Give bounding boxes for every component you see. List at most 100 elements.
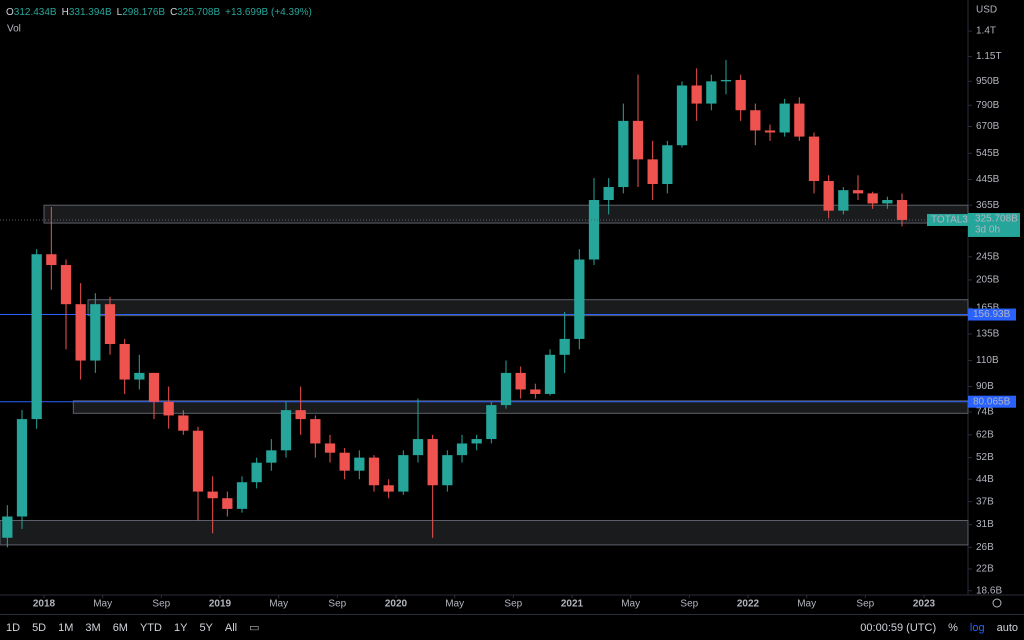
y-tick-label: 62B bbox=[976, 429, 994, 440]
support-zone bbox=[72, 400, 969, 414]
range-button[interactable]: YTD bbox=[139, 621, 162, 634]
candle-body bbox=[471, 439, 482, 444]
candle-body bbox=[676, 85, 688, 146]
range-button[interactable]: 5Y bbox=[199, 621, 213, 634]
candle-body bbox=[354, 457, 365, 471]
y-tick-label: 1.4T bbox=[976, 26, 996, 37]
settings-icon[interactable] bbox=[992, 598, 1002, 608]
candle-body bbox=[251, 462, 262, 483]
percent-button[interactable]: % bbox=[948, 621, 958, 634]
support-zone bbox=[87, 299, 969, 317]
candle-body bbox=[588, 199, 600, 260]
candle-body bbox=[339, 452, 350, 471]
y-tick-label: 950B bbox=[976, 76, 1000, 87]
candle-body bbox=[119, 344, 130, 380]
change: +13.699B (+4.39%) bbox=[225, 7, 312, 18]
y-tick-label: 1.15T bbox=[976, 51, 1002, 62]
price-line-label: 156.93B bbox=[973, 309, 1011, 320]
y-tick-label: 205B bbox=[976, 275, 1000, 286]
clock: 00:00:59 (UTC) bbox=[860, 621, 937, 634]
candle-body bbox=[603, 187, 614, 200]
candle-body bbox=[368, 457, 380, 486]
candle-body bbox=[456, 443, 468, 456]
price-line-tag bbox=[968, 395, 1016, 408]
candle-body bbox=[779, 103, 790, 133]
candle-body bbox=[222, 498, 233, 509]
bottom-toolbar: 1D 5D 1M 3M 6M YTD 1Y 5Y All ▭ 00:00:59 (UTC) % … bbox=[0, 614, 1024, 640]
candle-body bbox=[178, 415, 189, 431]
y-tick-label: 74B bbox=[976, 407, 994, 418]
x-tick-label: May bbox=[269, 599, 288, 610]
auto-button[interactable]: auto bbox=[996, 621, 1018, 634]
x-tick-label: 2020 bbox=[385, 599, 408, 610]
x-tick-label: 2021 bbox=[561, 599, 584, 610]
y-tick-label: 52B bbox=[976, 452, 994, 463]
candle-body bbox=[486, 405, 497, 440]
candle-body bbox=[764, 130, 776, 133]
candle-body bbox=[90, 304, 101, 361]
candle-body bbox=[31, 254, 42, 420]
ohlc-key: L bbox=[117, 7, 123, 18]
range-button[interactable]: 6M bbox=[112, 621, 128, 634]
currency: USD bbox=[976, 5, 997, 16]
candle-body bbox=[559, 338, 570, 355]
candle-body bbox=[442, 455, 453, 486]
candle-body bbox=[838, 190, 849, 211]
range-button[interactable]: 3M bbox=[85, 621, 101, 634]
candle-body bbox=[750, 110, 761, 131]
candle-body bbox=[808, 136, 820, 182]
candle-body bbox=[207, 491, 218, 499]
y-tick-label: 245B bbox=[976, 251, 1000, 262]
x-tick-label: 2023 bbox=[913, 599, 936, 610]
symbol-tag bbox=[927, 213, 968, 226]
candle-body bbox=[2, 516, 13, 538]
y-tick-label: 22B bbox=[976, 564, 994, 575]
candle-body bbox=[60, 265, 72, 305]
x-tick-label: 2019 bbox=[209, 599, 232, 610]
y-tick-label: 545B bbox=[976, 148, 1000, 159]
ohlc-value: 298.176B bbox=[122, 7, 165, 18]
candle-body bbox=[46, 254, 57, 266]
price-line-tag bbox=[968, 308, 1016, 321]
x-tick-label: Sep bbox=[152, 599, 170, 610]
candle-body bbox=[412, 439, 424, 456]
y-tick-label: 365B bbox=[976, 200, 1000, 211]
date-range-icon[interactable]: ▭ bbox=[249, 622, 260, 634]
ohlc-key: O bbox=[6, 7, 14, 18]
candle-body bbox=[867, 193, 878, 204]
price-tag-label: 325.708B bbox=[975, 214, 1018, 225]
y-tick-label: 790B bbox=[976, 100, 1000, 111]
candle-body bbox=[16, 419, 28, 517]
candle-body bbox=[896, 199, 908, 220]
range-button[interactable]: 1Y bbox=[173, 621, 188, 634]
range-button[interactable]: 5D bbox=[32, 621, 47, 634]
y-tick-label: 31B bbox=[976, 519, 994, 530]
candle-body bbox=[632, 120, 644, 160]
x-tick-label: Sep bbox=[504, 599, 522, 610]
candle-body bbox=[134, 372, 145, 380]
candle-body bbox=[647, 159, 658, 184]
x-tick-label: 2018 bbox=[33, 599, 56, 610]
candle-body bbox=[280, 410, 292, 451]
candle-body bbox=[794, 103, 805, 137]
ohlc-value: 331.394B bbox=[69, 7, 112, 18]
candle-body bbox=[706, 81, 717, 104]
candle-body bbox=[148, 372, 160, 402]
candle-body bbox=[823, 181, 834, 211]
range-button[interactable]: 1M bbox=[58, 621, 74, 634]
y-tick-label: 37B bbox=[976, 496, 994, 507]
candle-body bbox=[324, 443, 336, 453]
ohlc-value: 325.708B bbox=[177, 7, 220, 18]
log-button[interactable]: log bbox=[969, 621, 985, 634]
x-tick-label: May bbox=[445, 599, 464, 610]
range-button[interactable]: All bbox=[224, 621, 238, 634]
candle-body bbox=[544, 354, 556, 394]
candle-body bbox=[691, 85, 702, 104]
y-tick-label: 670B bbox=[976, 121, 1000, 132]
candle-body bbox=[735, 79, 746, 111]
price-line-label: 80.065B bbox=[973, 396, 1011, 407]
y-tick-label: 110B bbox=[976, 355, 999, 366]
y-tick-label: 165B bbox=[976, 303, 1000, 314]
range-button[interactable]: 1D bbox=[6, 621, 21, 634]
y-tick-label: 445B bbox=[976, 174, 1000, 185]
